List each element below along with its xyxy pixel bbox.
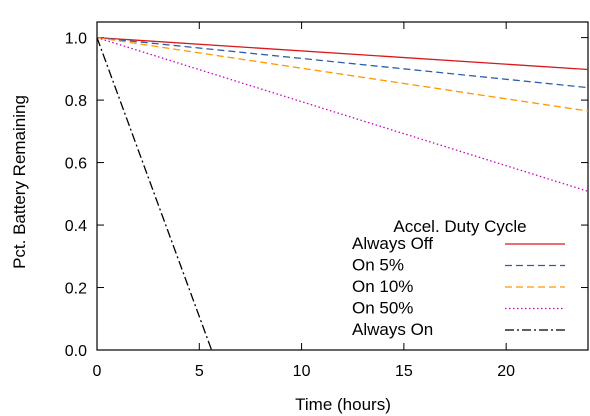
series-layer	[96, 36, 589, 351]
plot-area-border	[96, 21, 589, 351]
y-tick-label: 0.6	[65, 156, 87, 173]
legend-label-on-50-: On 50%	[352, 299, 413, 318]
x-tick-label: 20	[497, 363, 515, 380]
series-line-on-10-	[96, 36, 589, 112]
x-axis-label: Time (hours)	[295, 395, 391, 414]
plot-frame	[96, 21, 589, 351]
legend-label-always-off: Always Off	[352, 234, 433, 253]
x-tick-label: 15	[395, 363, 413, 380]
legend-label-on-10-: On 10%	[352, 277, 413, 296]
x-tick-label: 0	[93, 363, 102, 380]
x-tick-label: 5	[195, 363, 204, 380]
legend-label-always-on: Always On	[352, 320, 433, 339]
y-tick-label: 0.8	[65, 93, 87, 110]
series-line-always-on	[96, 37, 213, 351]
legend-label-on-5-: On 5%	[352, 256, 404, 275]
ticks-layer: 0 5 10 15 20 0.0 0.2 0.4 0.6 0.8 1.0	[65, 22, 588, 380]
series-line-on-50-	[96, 36, 589, 192]
x-tick-label: 10	[293, 363, 311, 380]
y-tick-label: 0.4	[65, 218, 87, 235]
y-tick-label: 0.2	[65, 281, 87, 298]
y-tick-label: 1.0	[65, 31, 87, 48]
y-axis-label: Pct. Battery Remaining	[10, 95, 29, 269]
legend-title: Accel. Duty Cycle	[393, 217, 526, 236]
series-line-always-off	[96, 36, 589, 71]
y-tick-label: 0.0	[65, 343, 87, 360]
series-line-on-5-	[96, 36, 589, 89]
